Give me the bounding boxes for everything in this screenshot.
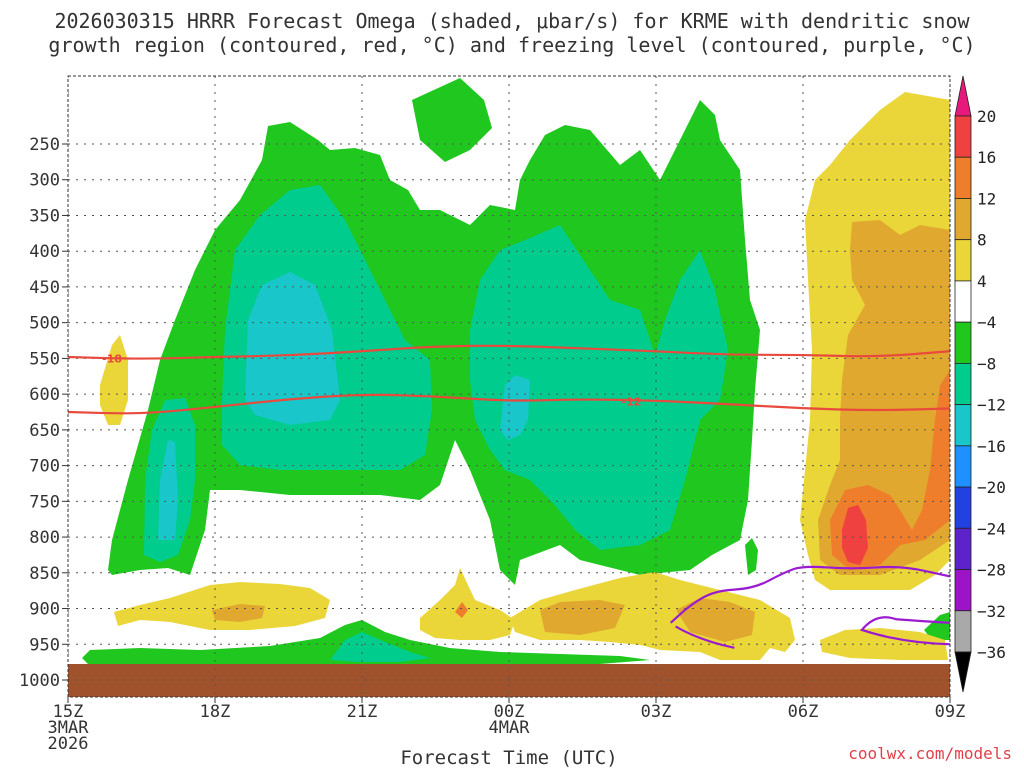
y-tick-label-450: 450 [29, 278, 60, 298]
contour-label--12: -12 [622, 395, 642, 408]
colorbar-swatch-10 [954, 527, 972, 570]
y-tick-label-900: 900 [29, 600, 60, 620]
x-axis-title: Forecast Time (UTC) [400, 747, 617, 768]
omega-fill-gold-lowband-1 [212, 604, 265, 622]
omega-fill-gold-lowband-3 [676, 598, 755, 642]
y-tick-label-350: 350 [29, 206, 60, 226]
x-tick-label-1-0: 18Z [200, 702, 231, 722]
y-tick-label-600: 600 [29, 385, 60, 405]
chart-title-line-2: growth region (contoured, red, °C) and f… [48, 33, 975, 57]
colorbar-label-9: −20 [977, 478, 1006, 497]
omega-fill-cyan-mid [245, 272, 340, 425]
colorbar-label-10: −24 [977, 519, 1006, 538]
contour-label--18: -18 [102, 352, 122, 365]
colorbar-swatch-6 [954, 362, 972, 406]
omega-fill-cyan-right [500, 375, 530, 440]
colorbar-top-arrow [954, 75, 972, 117]
omega-fill-yellow-lowband [114, 582, 330, 630]
contour-freezing-level-0 [669, 565, 950, 624]
colorbar-label-11: −28 [977, 561, 1006, 580]
y-tick-label-250: 250 [29, 135, 60, 155]
y-tick-label-800: 800 [29, 528, 60, 548]
gridlines [68, 76, 950, 697]
colorbar-swatch-8 [954, 445, 972, 488]
omega-fill-yellow-lowband-2 [420, 568, 515, 640]
colorbar-swatch-2 [954, 198, 972, 241]
omega-fill-red-right [842, 505, 868, 565]
colorbar: 20 16 12 8 4 −4 −8 −12 −16 −20 −24 −28 −32 −36 [954, 75, 1006, 693]
colorbar-label-6: −8 [977, 354, 996, 373]
colorbar-swatch-3 [954, 239, 972, 282]
y-tick-label-1000: 1000 [19, 671, 60, 691]
colorbar-label-7: −12 [977, 396, 1006, 415]
y-tick-label-550: 550 [29, 349, 60, 369]
colorbar-swatch-9 [954, 486, 972, 529]
x-tick-label-0-2: 2026 [48, 734, 89, 754]
colorbar-swatch-12 [954, 610, 972, 653]
x-tick-label-0-0: 15Z [53, 702, 84, 722]
x-tick-label-0-1: 3MAR [48, 718, 90, 738]
omega-fill-green-right [924, 612, 950, 640]
contour--18 [68, 344, 950, 360]
colorbar-swatch-11 [954, 569, 972, 612]
y-tick-label-850: 850 [29, 564, 60, 584]
y-axis: 250 300 350 400 450 500 550 600 650 700 750 800 850 9… [19, 135, 68, 691]
colorbar-label-8: −16 [977, 437, 1006, 456]
plot-border [67, 75, 951, 698]
colorbar-swatch-0 [954, 115, 972, 158]
colorbar-label-4: 4 [977, 272, 987, 291]
colorbar-label-13: −36 [977, 643, 1006, 662]
plot-area: -18 -12 [68, 76, 950, 697]
colorbar-swatch-1 [954, 156, 972, 199]
omega-fill-green-small [745, 538, 758, 575]
contour-freezing-level-lobe-1 [675, 625, 735, 649]
contours: -18 -12 [68, 344, 950, 649]
x-tick-label-5-0: 06Z [788, 702, 819, 722]
y-tick-label-950: 950 [29, 635, 60, 655]
omega-fill-gold-lowband-2 [540, 600, 625, 635]
omega-fill-teal-right [470, 225, 728, 550]
colorbar-label-1: 16 [977, 148, 996, 167]
omega-fill-cyan-left [158, 440, 178, 540]
omega-fill-green-top [412, 78, 492, 162]
colorbar-swatch-5 [954, 321, 972, 364]
colorbar-label-12: −32 [977, 602, 1006, 621]
omega-fill-orange-lowband [455, 602, 468, 618]
colorbar-swatch-7 [954, 404, 972, 447]
y-tick-label-650: 650 [29, 421, 60, 441]
colorbar-label-5: −4 [977, 313, 996, 332]
colorbar-label-3: 8 [977, 231, 987, 250]
omega-fill-teal-lowest [330, 632, 430, 662]
credit-text: coolwx.com/models [848, 744, 1012, 763]
x-tick-label-3-1: 4MAR [489, 718, 531, 738]
chart-title-line-1: 2026030315 HRRR Forecast Omega (shaded, … [54, 9, 970, 33]
x-tick-label-4-0: 03Z [641, 702, 672, 722]
x-tick-label-6-0: 09Z [935, 702, 966, 722]
colorbar-swatch-4 [954, 280, 972, 323]
x-tick-label-3-0: 00Z [494, 702, 525, 722]
colorbar-label-0: 20 [977, 107, 996, 126]
contour-freezing-level-lobe-2 [859, 616, 950, 646]
y-tick-label-300: 300 [29, 171, 60, 191]
y-tick-label-750: 750 [29, 492, 60, 512]
omega-fill-gold-right [818, 220, 950, 575]
colorbar-bottom-arrow [954, 651, 972, 693]
y-tick-label-700: 700 [29, 457, 60, 477]
colorbar-label-2: 12 [977, 189, 996, 208]
y-tick-label-400: 400 [29, 242, 60, 262]
y-tick-label-500: 500 [29, 314, 60, 334]
x-tick-label-2-0: 21Z [347, 702, 378, 722]
contour--12 [68, 393, 950, 415]
